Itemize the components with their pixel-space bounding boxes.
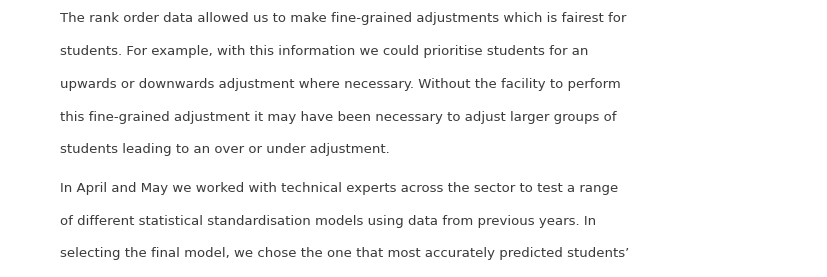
Text: upwards or downwards adjustment where necessary. Without the facility to perform: upwards or downwards adjustment where ne… xyxy=(60,78,620,91)
Text: students. For example, with this information we could prioritise students for an: students. For example, with this informa… xyxy=(60,45,588,58)
Text: In April and May we worked with technical experts across the sector to test a ra: In April and May we worked with technica… xyxy=(60,182,618,195)
Text: of different statistical standardisation models using data from previous years. : of different statistical standardisation… xyxy=(60,215,595,228)
Text: selecting the final model, we chose the one that most accurately predicted stude: selecting the final model, we chose the … xyxy=(60,247,629,260)
Text: The rank order data allowed us to make fine-grained adjustments which is fairest: The rank order data allowed us to make f… xyxy=(60,12,626,25)
Text: this fine-grained adjustment it may have been necessary to adjust larger groups : this fine-grained adjustment it may have… xyxy=(60,111,616,124)
Text: students leading to an over or under adjustment.: students leading to an over or under adj… xyxy=(60,143,390,156)
